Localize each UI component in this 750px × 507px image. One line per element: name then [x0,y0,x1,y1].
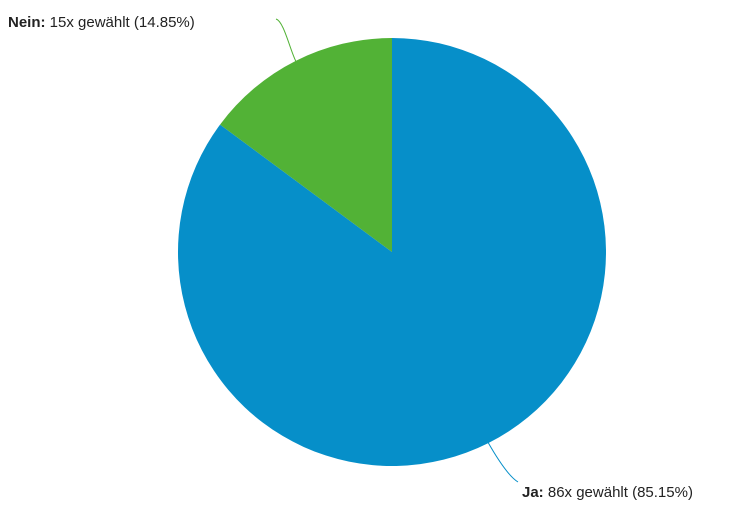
pie-connector-ja [486,441,519,483]
pie-slice-nein[interactable] [220,38,392,252]
pie-label-value-ja: 86x gewählt (85.15%) [544,484,693,501]
pie-connector-nein [275,18,298,63]
pie-label-name-nein: Nein: [8,14,46,31]
pie-labels: Ja: 86x gewählt (85.15%) Nein: 15x gewähl… [8,14,693,501]
pie-slices [177,38,606,466]
pie-slice-ja[interactable] [177,38,606,466]
pie-label-name-ja: Ja: [522,484,544,501]
pie-label-value-nein: 15x gewählt (14.85%) [46,14,195,31]
pie-label-nein: Nein: 15x gewählt (14.85%) [8,14,195,31]
pie-label-ja: Ja: 86x gewählt (85.15%) [522,484,693,501]
